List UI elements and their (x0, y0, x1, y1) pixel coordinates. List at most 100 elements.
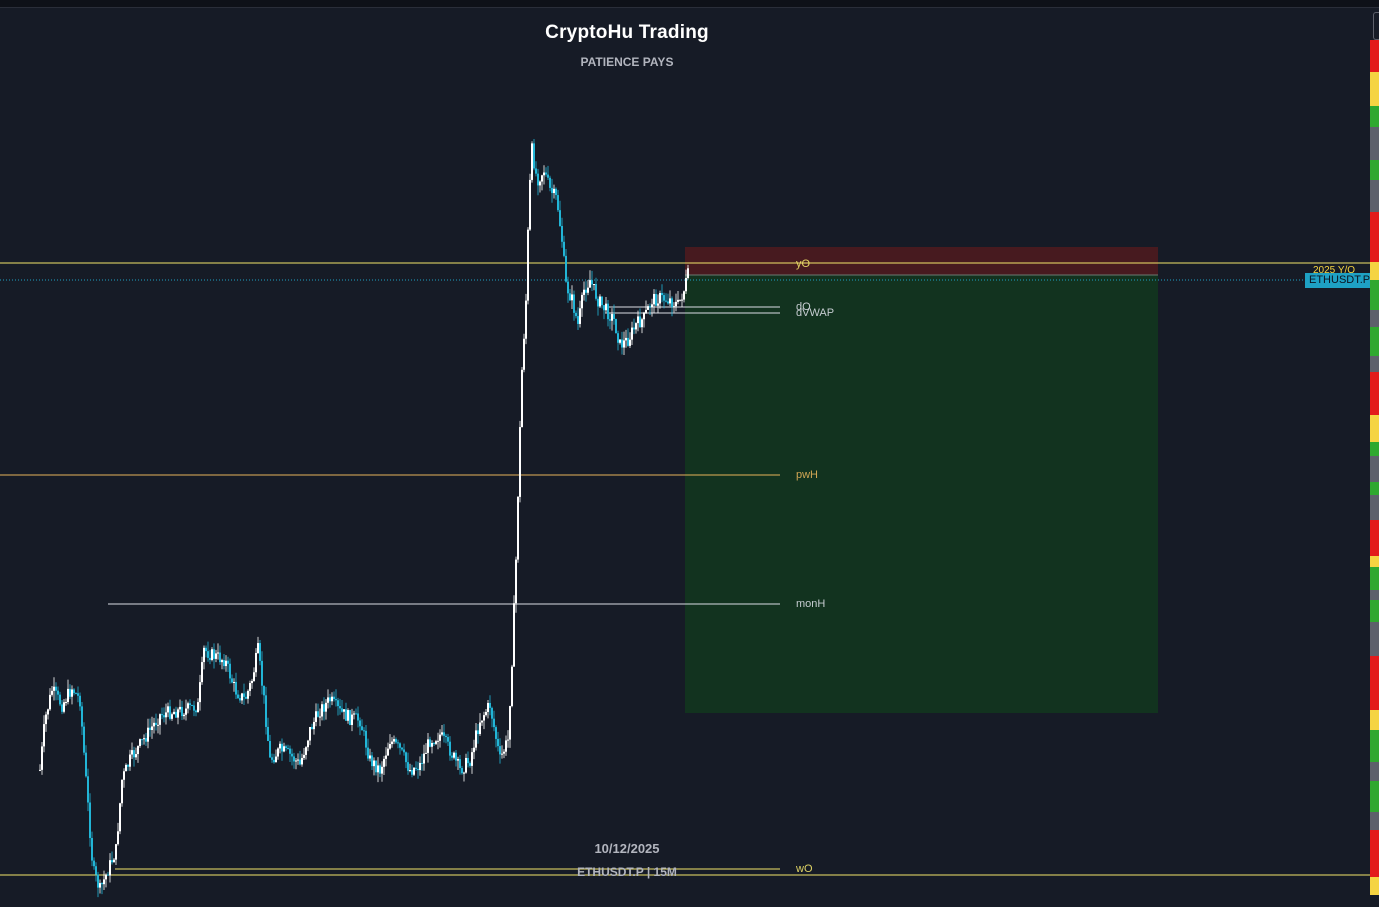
candle-body (627, 337, 629, 346)
candle-body (115, 844, 117, 860)
candle-body (257, 643, 259, 654)
candle-body (499, 746, 501, 755)
candle-body (415, 767, 417, 769)
candle-body (341, 708, 343, 712)
candle-body (185, 708, 187, 715)
candle-body (661, 293, 663, 296)
candle-body (179, 706, 181, 710)
candle-body (163, 715, 165, 718)
candle-body (165, 712, 167, 718)
candle-body (411, 770, 413, 775)
candle-body (513, 603, 515, 667)
candle-body (443, 732, 445, 736)
signal-segment (1370, 482, 1379, 495)
candle-body (621, 339, 623, 348)
candle-body (515, 559, 517, 604)
candle-body (525, 300, 527, 339)
candle-body (181, 706, 183, 717)
signal-segment (1370, 415, 1379, 442)
candle-body (229, 663, 231, 679)
candle-body (597, 298, 599, 307)
candle-body (685, 278, 687, 292)
candle-body (365, 730, 367, 748)
candle-body (405, 752, 407, 763)
candle-body (183, 714, 185, 717)
candle-body (75, 693, 77, 695)
candle-body (379, 765, 381, 774)
candle-body (81, 706, 83, 727)
candle-body (383, 758, 385, 767)
chart-subtitle: PATIENCE PAYS (580, 55, 674, 69)
candle-body (329, 697, 331, 702)
candle-body (483, 715, 485, 721)
candle-body (153, 722, 155, 727)
candle-body (227, 660, 229, 664)
candle-body (559, 210, 561, 227)
candle-body (537, 173, 539, 186)
candle-body (49, 694, 51, 710)
candle-body (167, 706, 169, 713)
signal-segment (1370, 495, 1379, 520)
candle-body (473, 747, 475, 753)
candle-body (259, 643, 261, 661)
candle-body (657, 303, 659, 306)
candle-body (175, 711, 177, 718)
candle-body (343, 709, 345, 712)
candle-body (417, 768, 419, 771)
level-label-monh: monH (796, 598, 825, 610)
candle-body (331, 696, 333, 702)
candle-body (551, 187, 553, 194)
signal-segment (1370, 781, 1379, 812)
candle-body (543, 172, 545, 176)
signal-segment (1370, 280, 1379, 310)
candle-body (567, 281, 569, 294)
candle-body (641, 319, 643, 328)
candle-body (269, 740, 271, 758)
candle-body (401, 747, 403, 750)
candle-body (521, 369, 523, 428)
symbol-price-badge[interactable]: ETHUSDT.P (1305, 273, 1375, 288)
candle-body (477, 730, 479, 735)
candle-body (563, 241, 565, 256)
candle-body (575, 312, 577, 317)
candle-body (463, 772, 465, 774)
candle-body (277, 748, 279, 757)
level-label-pwh: pwH (796, 469, 818, 481)
candle-body (335, 699, 337, 701)
candle-body (99, 883, 101, 888)
candle-body (137, 746, 139, 755)
candle-body (149, 727, 151, 730)
candle-body (583, 289, 585, 295)
candle-body (355, 713, 357, 715)
candle-body (605, 303, 607, 311)
candle-body (139, 739, 141, 747)
signal-segment (1370, 567, 1379, 590)
candle-body (609, 319, 611, 321)
signal-segment (1370, 160, 1379, 180)
candle-body (629, 339, 631, 346)
candle-body (169, 706, 171, 719)
candle-body (425, 752, 427, 754)
candle-body (321, 704, 323, 717)
candle-body (631, 327, 633, 340)
candle-body (547, 174, 549, 178)
level-label-wo: wO (795, 863, 813, 875)
candle-body (101, 883, 103, 885)
signal-segment (1370, 50, 1379, 72)
candle-body (667, 301, 669, 304)
candle-body (599, 296, 601, 307)
year-open-scale-tag: 2025 Y/O (1313, 265, 1356, 276)
candle-body (135, 754, 137, 758)
candle-body (485, 711, 487, 716)
candle-body (95, 866, 97, 875)
scale-settings-button[interactable] (1373, 12, 1379, 40)
candle-body (603, 305, 605, 311)
candle-body (495, 727, 497, 739)
candle-body (333, 696, 335, 700)
candle-body (613, 314, 615, 319)
candle-body (465, 757, 467, 773)
candle-body (201, 662, 203, 683)
candle-body (217, 652, 219, 654)
signal-segment (1370, 72, 1379, 106)
